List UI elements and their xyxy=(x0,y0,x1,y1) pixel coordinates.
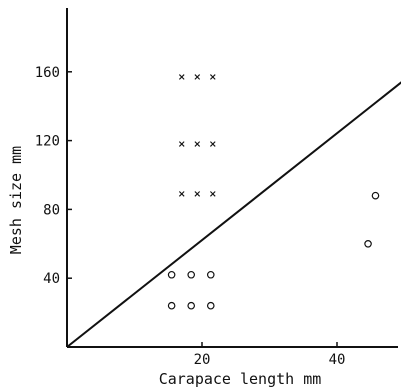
cross-point xyxy=(194,191,201,197)
y-tick-label: 120 xyxy=(35,134,60,150)
cross-point xyxy=(194,141,201,147)
circle-point xyxy=(167,270,176,279)
boundary-line xyxy=(66,81,401,348)
data-marks xyxy=(66,74,401,348)
cross-stroke xyxy=(210,141,216,147)
cross-point xyxy=(194,74,201,80)
circle-point xyxy=(206,301,215,310)
circle-point xyxy=(167,301,176,310)
cross-point xyxy=(178,191,185,197)
circle-point xyxy=(206,270,215,279)
y-tick-label: 160 xyxy=(35,65,60,81)
cross-stroke xyxy=(194,191,201,197)
cross-stroke xyxy=(194,141,201,147)
axes xyxy=(66,8,398,348)
y-axis-title: Mesh size mm xyxy=(7,146,25,254)
cross-point xyxy=(210,191,216,197)
x-tick-label: 40 xyxy=(329,352,346,368)
axis-ticks: 408012016020406080 xyxy=(35,65,346,368)
x-axis-title: Carapace length mm xyxy=(159,370,322,388)
cross-point xyxy=(178,141,185,147)
cross-stroke xyxy=(178,191,185,197)
cross-stroke xyxy=(178,141,185,147)
cross-point xyxy=(178,74,185,80)
cross-point xyxy=(210,141,216,147)
cross-stroke xyxy=(194,74,201,80)
x-tick-label: 20 xyxy=(194,352,211,368)
y-tick-label: 80 xyxy=(43,202,60,218)
cross-stroke xyxy=(210,191,216,197)
circle-point xyxy=(371,191,380,200)
cross-point xyxy=(210,74,216,80)
circle-point xyxy=(187,270,196,279)
circle-point xyxy=(364,240,372,248)
circle-point xyxy=(187,301,196,310)
y-tick-label: 40 xyxy=(43,271,60,287)
cross-stroke xyxy=(210,74,216,80)
cross-stroke xyxy=(178,74,185,80)
